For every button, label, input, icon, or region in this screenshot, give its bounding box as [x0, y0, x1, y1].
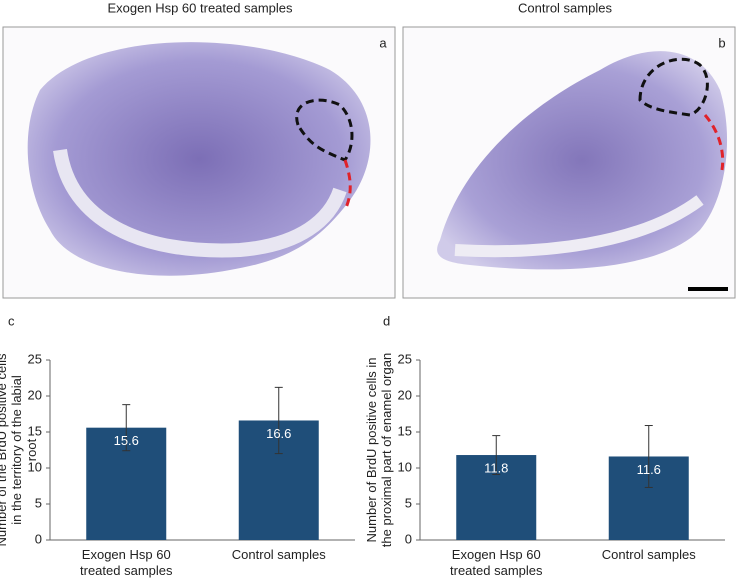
tissue — [437, 51, 728, 270]
value-label: 15.6 — [114, 433, 139, 448]
panel-title: Control samples — [518, 0, 612, 15]
tissue — [27, 42, 371, 276]
y-tick-label: 20 — [398, 387, 412, 402]
panel-title: Exogen Hsp 60 treated samples — [108, 0, 293, 15]
outline-black — [638, 57, 709, 117]
y-tick-label: 15 — [28, 423, 42, 438]
y-axis-label: Number of the BrdU positive cellsin the … — [0, 353, 39, 546]
y-tick-label: 15 — [398, 423, 412, 438]
y-tick-label: 5 — [35, 495, 42, 510]
y-tick-label: 25 — [28, 351, 42, 366]
x-tick-label: Exogen Hsp 60 treated samples — [80, 547, 173, 578]
panel-label: a — [379, 35, 387, 50]
y-tick-label: 25 — [398, 351, 412, 366]
value-label: 11.8 — [484, 460, 508, 475]
panel-label: d — [383, 313, 390, 328]
y-tick-label: 10 — [398, 459, 412, 474]
panel-label: c — [8, 313, 15, 328]
value-label: 11.6 — [637, 462, 661, 477]
y-tick-label: 0 — [405, 531, 412, 546]
tissue-gap — [53, 148, 347, 258]
scale-bar — [688, 287, 728, 291]
y-tick-label: 0 — [35, 531, 42, 546]
x-tick-label: Control samples — [232, 547, 326, 562]
y-axis-label: Number of BrdU positive cells inthe prox… — [364, 353, 394, 547]
y-tick-label: 10 — [28, 459, 42, 474]
outline-red — [343, 159, 352, 211]
x-tick-label: Exogen Hsp 60 treated samples — [450, 547, 543, 578]
x-tick-label: Control samples — [602, 547, 696, 562]
panel-label: b — [718, 35, 725, 50]
y-tick-label: 20 — [28, 387, 42, 402]
outline-red — [703, 114, 725, 171]
outline-black — [295, 98, 354, 162]
tissue-gap — [454, 195, 704, 258]
y-tick-label: 5 — [405, 495, 412, 510]
value-label: 16.6 — [266, 426, 291, 441]
